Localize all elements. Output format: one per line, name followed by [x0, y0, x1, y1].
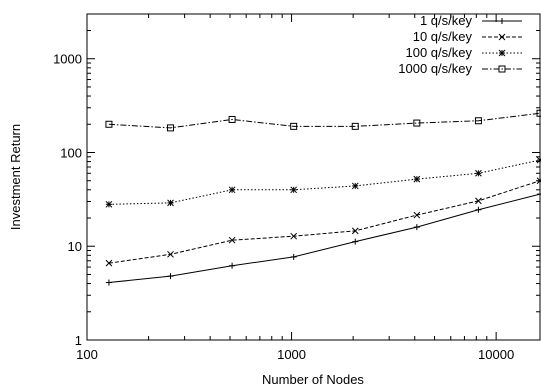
legend-marker — [498, 49, 506, 57]
legend-marker — [498, 33, 506, 41]
x-tick-label: 10000 — [478, 347, 514, 362]
data-point — [228, 186, 236, 194]
data-point — [167, 199, 174, 207]
legend-label: 1 q/s/key — [420, 13, 473, 28]
data-point — [290, 186, 298, 194]
data-point — [105, 259, 113, 267]
data-point — [413, 224, 420, 231]
legend-item: 10 q/s/key — [413, 29, 522, 44]
plot-frame — [86, 13, 541, 341]
axis-ticks — [86, 13, 540, 341]
data-point — [413, 211, 421, 219]
series-1 — [105, 191, 541, 286]
legend-label: 10 q/s/key — [413, 29, 473, 44]
legend-item: 100 q/s/key — [406, 45, 522, 60]
data-point — [536, 177, 541, 185]
y-tick-label: 100 — [60, 145, 82, 160]
legend-marker — [498, 65, 506, 73]
data-point — [290, 232, 298, 240]
data-point — [475, 197, 482, 205]
x-tick-label: 1000 — [277, 347, 306, 362]
data-point — [290, 122, 298, 130]
series-2 — [105, 177, 541, 267]
y-tick-label: 10 — [68, 239, 82, 254]
legend-label: 100 q/s/key — [406, 45, 473, 60]
data-point — [413, 119, 421, 127]
data-point — [167, 250, 174, 258]
data-point — [475, 169, 482, 177]
series-4 — [105, 109, 541, 132]
data-point — [228, 115, 236, 123]
y-tick-label: 1000 — [53, 52, 82, 67]
data-point — [105, 120, 113, 128]
legend-marker — [499, 18, 505, 24]
axis-tick-labels: 100 1000 10000 1 10 100 1000 — [53, 52, 514, 362]
data-point — [351, 122, 359, 130]
series-line — [108, 180, 541, 264]
series-layer — [105, 109, 541, 286]
data-point — [167, 124, 175, 132]
data-point — [229, 262, 236, 269]
y-axis-label: Investment Return — [8, 124, 23, 230]
data-point — [351, 182, 359, 190]
data-point — [352, 238, 359, 245]
data-point — [228, 236, 236, 244]
x-tick-label: 100 — [76, 347, 98, 362]
legend-item: 1 q/s/key — [420, 13, 522, 28]
data-point — [537, 191, 541, 198]
data-point — [351, 227, 359, 235]
data-point — [536, 109, 541, 117]
data-point — [413, 175, 421, 183]
y-tick-label: 1 — [75, 333, 82, 348]
series-line — [108, 193, 541, 284]
x-axis-label: Number of Nodes — [262, 372, 364, 387]
data-point — [290, 253, 297, 260]
legend-label: 1000 q/s/key — [398, 61, 472, 76]
legend-item: 1000 q/s/key — [398, 61, 522, 76]
data-point — [105, 279, 112, 286]
data-point — [167, 273, 174, 280]
series-line — [108, 112, 541, 129]
data-point — [475, 206, 482, 213]
data-point — [536, 156, 541, 164]
series-3 — [105, 156, 541, 208]
series-line — [108, 159, 541, 205]
data-point — [474, 117, 482, 125]
data-point — [105, 200, 113, 208]
